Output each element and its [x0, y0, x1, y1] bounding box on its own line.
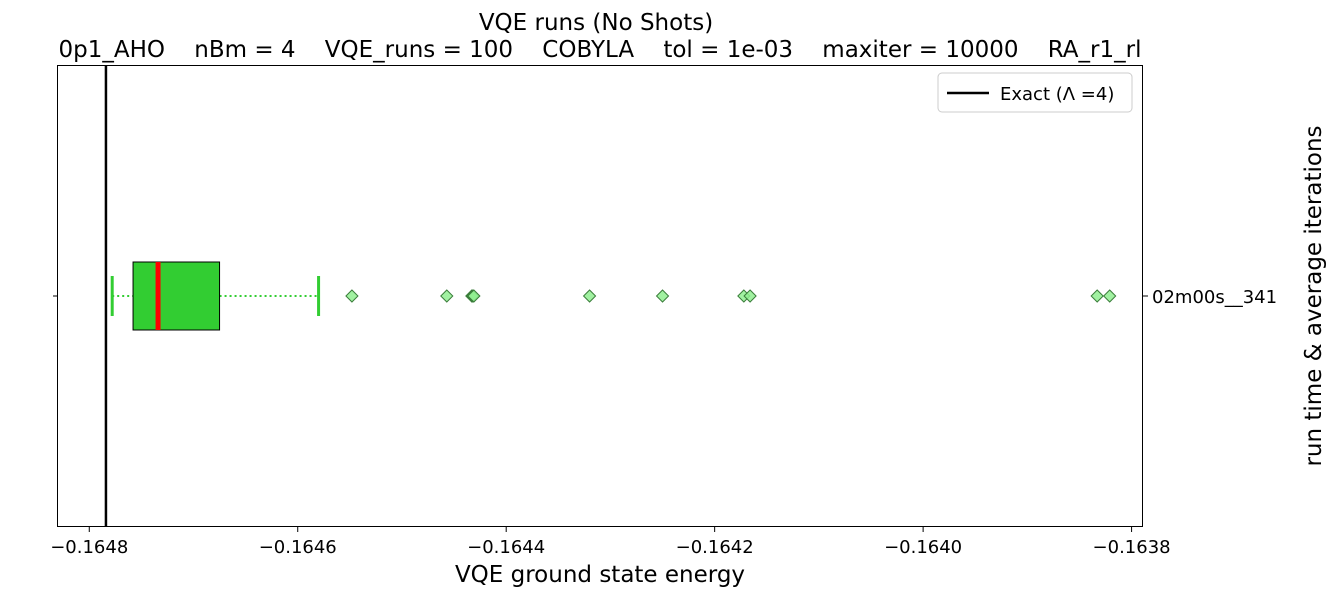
legend-box — [937, 72, 1133, 113]
outlier-point — [345, 289, 359, 303]
outlier-point — [1102, 289, 1117, 303]
x-tick-label: −0.1642 — [676, 537, 754, 558]
box-iqr — [132, 261, 221, 331]
chart-title: VQE runs (No Shots) — [479, 10, 713, 36]
outlier-point — [655, 289, 670, 303]
outlier-point — [467, 289, 481, 303]
legend-label-exact: Exact (Λ =4) — [1000, 84, 1114, 105]
x-tick-label: −0.1644 — [467, 537, 545, 558]
outlier-point — [582, 289, 597, 303]
y-axis-label: run time & average iterations — [1301, 125, 1327, 466]
x-tick-label: −0.1640 — [884, 537, 962, 558]
plot-area-frame — [57, 65, 1143, 527]
outlier-point — [743, 289, 757, 303]
x-tick-label: −0.1638 — [1093, 537, 1171, 558]
x-axis-label: VQE ground state energy — [455, 562, 745, 588]
chart-subtitle: 0p1_AHO nBm = 4 VQE_runs = 100 COBYLA to… — [59, 37, 1142, 63]
y-tick-label: 02m00s__341 — [1152, 287, 1277, 308]
x-tick-label: −0.1646 — [259, 537, 337, 558]
outlier-point — [440, 289, 454, 303]
legend: Exact (Λ =4) — [937, 72, 1133, 113]
x-tick-label: −0.1648 — [50, 537, 128, 558]
outlier-point — [1090, 289, 1104, 303]
